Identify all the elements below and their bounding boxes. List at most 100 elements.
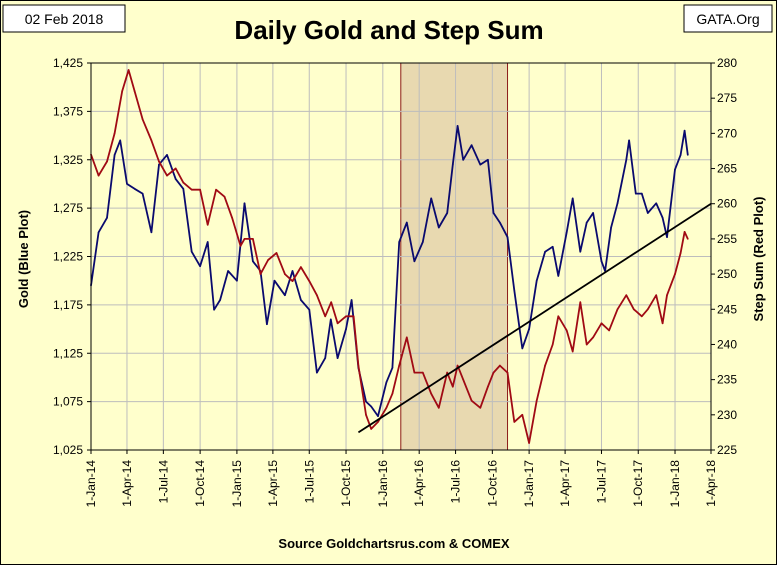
step-sum-data-point (470, 399, 473, 402)
step-sum-data-point (352, 315, 355, 318)
gold-data-point (291, 270, 294, 272)
y-tick-right-label: 245 (717, 302, 737, 316)
gold-data-point (452, 163, 454, 166)
step-sum-data-point (330, 301, 333, 304)
step-sum-data-point (592, 336, 594, 339)
step-sum-data-point (641, 315, 643, 318)
gold-data-point (479, 163, 482, 166)
gold-data-point (336, 357, 339, 359)
gold-data-point (252, 260, 254, 263)
step-sum-data-point (190, 188, 193, 191)
step-sum-data-point (674, 273, 676, 275)
y-tick-right-label: 250 (717, 267, 737, 281)
step-sum-data-point (345, 315, 347, 318)
step-sum-data-point (206, 224, 209, 226)
gold-data-point (206, 241, 209, 243)
gold-data-point (661, 217, 664, 219)
step-sum-data-point (158, 160, 160, 163)
gold-data-point (126, 183, 128, 185)
gold-data-point (227, 270, 229, 272)
y-tick-right-label: 270 (717, 126, 737, 140)
gold-data-point (499, 221, 501, 224)
step-sum-data-point (141, 118, 144, 121)
x-tick-label: 1-Jan-14 (84, 460, 98, 508)
step-sum-data-point (544, 364, 546, 367)
date-label: 02 Feb 2018 (25, 11, 104, 27)
step-sum-data-point (499, 364, 501, 367)
step-sum-data-point (291, 280, 294, 282)
gold-data-point (438, 226, 440, 229)
x-tick-label: 1-Jan-18 (668, 460, 682, 508)
gold-data-point (345, 328, 347, 330)
step-sum-data-point (113, 132, 116, 135)
step-sum-data-point (557, 315, 560, 318)
x-tick-label: 1-Jan-16 (376, 460, 390, 508)
step-sum-data-point (479, 407, 482, 409)
x-tick-label: 1-Jul-16 (449, 460, 463, 504)
gold-data-point (585, 221, 588, 224)
step-sum-data-point (565, 329, 568, 332)
gold-data-point (391, 367, 394, 369)
y-tick-right-label: 225 (717, 443, 737, 457)
y-tick-right-label: 240 (717, 337, 737, 351)
gold-data-point (324, 357, 327, 359)
gold-data-point (385, 381, 388, 384)
chart-title: Daily Gold and Step Sum (234, 15, 543, 45)
step-sum-data-point (585, 343, 588, 346)
step-sum-data-point (513, 421, 516, 423)
gold-data-point (641, 192, 643, 195)
gold-data-point (628, 139, 630, 142)
gold-data-point (97, 231, 100, 234)
step-sum-data-point (357, 364, 360, 367)
gold-data-point (551, 246, 554, 248)
y-tick-left-label: 1,275 (53, 201, 83, 215)
step-sum-data-point (127, 69, 130, 71)
step-sum-data-point (231, 217, 233, 219)
gold-data-point (106, 217, 108, 219)
step-sum-data-point (683, 231, 686, 233)
step-sum-data-point (506, 371, 509, 374)
gold-data-point (119, 139, 121, 142)
x-tick-label: 1-Jul-15 (302, 460, 316, 504)
gold-data-point (398, 241, 401, 243)
step-sum-data-point (275, 252, 278, 254)
gold-data-point (625, 159, 628, 161)
step-sum-data-point (391, 392, 394, 395)
gold-data-point (350, 299, 353, 301)
gold-data-point (284, 294, 286, 297)
x-tick-label: 1-Oct-14 (193, 460, 207, 507)
step-sum-data-point (324, 315, 327, 318)
x-tick-label: 1-Oct-16 (485, 460, 499, 507)
step-sum-data-point (456, 364, 459, 367)
y-tick-right-label: 280 (717, 56, 737, 70)
step-sum-data-point (492, 371, 495, 374)
gold-data-point (687, 154, 689, 156)
gold-data-point (422, 241, 424, 243)
step-sum-data-point (239, 245, 242, 247)
gold-data-point (133, 188, 136, 190)
step-sum-data-point (406, 336, 408, 339)
step-sum-data-point (336, 322, 339, 325)
step-sum-data-point (679, 252, 682, 254)
gold-data-point (243, 202, 246, 205)
gold-data-point (158, 163, 160, 166)
gold-data-point (487, 159, 489, 161)
gold-data-point (521, 347, 524, 350)
gold-data-point (406, 221, 408, 224)
y-tick-left-label: 1,075 (53, 395, 83, 409)
gold-data-point (113, 154, 116, 156)
gold-data-point (679, 154, 682, 156)
plot-border (90, 62, 712, 451)
step-sum-data-point (223, 195, 226, 198)
brand-box (683, 4, 773, 33)
gold-data-point (430, 197, 433, 200)
y-tick-right-label: 260 (717, 197, 737, 211)
step-sum-data-point (370, 428, 373, 430)
gold-data-point (470, 144, 473, 146)
gold-data-point (166, 154, 168, 156)
step-sum-data-point (430, 392, 433, 395)
step-sum-data-point (259, 273, 262, 275)
x-tick-label: 1-Apr-14 (120, 460, 134, 507)
gold-data-point (616, 202, 619, 205)
y-tick-left-label: 1,125 (53, 346, 83, 360)
